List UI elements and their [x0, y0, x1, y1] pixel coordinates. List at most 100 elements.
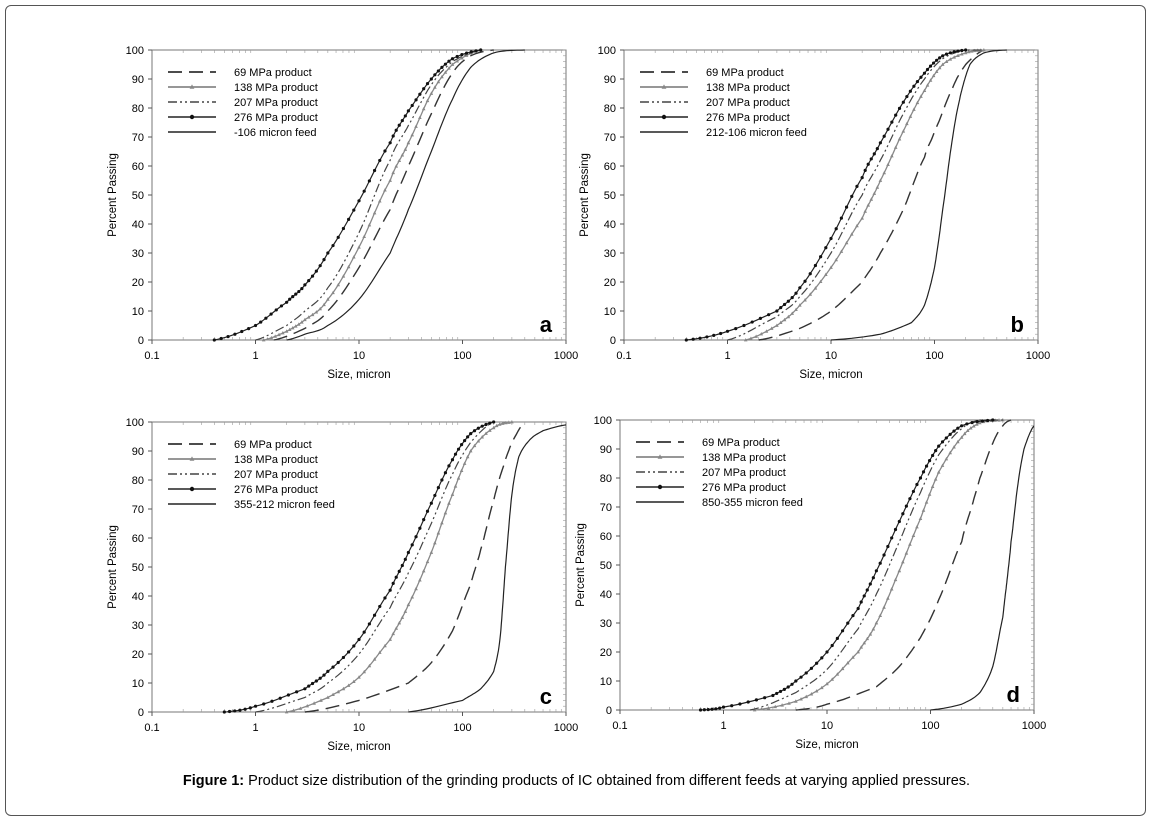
series-marker: [391, 134, 395, 138]
series-marker: [295, 690, 299, 694]
series-marker: [492, 420, 496, 424]
series-marker: [930, 484, 935, 488]
series-marker: [400, 118, 404, 123]
series-marker: [219, 336, 223, 341]
series-marker: [465, 454, 470, 459]
series-marker: [935, 58, 939, 62]
series-marker: [259, 320, 263, 324]
series-marker: [418, 115, 422, 120]
x-tick-label: 1000: [1026, 350, 1050, 362]
series-marker: [705, 335, 709, 339]
series-group: [930, 425, 1034, 711]
series-marker: [799, 675, 803, 679]
series-marker: [414, 98, 418, 102]
series-marker: [956, 426, 960, 430]
series-marker: [433, 73, 437, 77]
series-marker: [798, 286, 802, 290]
series-marker: [730, 704, 734, 708]
y-tick-label: 70: [600, 502, 612, 514]
series-marker: [294, 292, 298, 296]
legend-marker: [661, 114, 667, 120]
series-marker: [911, 489, 916, 494]
series-line: [930, 425, 1034, 711]
x-tick-label: 100: [925, 350, 943, 362]
series-marker: [403, 147, 408, 151]
series-marker: [293, 324, 298, 328]
caption-text: Product size distribution of the grindin…: [244, 773, 971, 789]
series-marker: [265, 337, 270, 341]
series-marker: [813, 286, 818, 290]
series-marker: [808, 292, 813, 296]
series-marker: [472, 429, 477, 433]
series-marker: [952, 55, 956, 59]
series-marker: [834, 257, 838, 262]
series-marker: [429, 501, 433, 505]
series-marker: [476, 439, 481, 443]
legend-label: 355-212 micron feed: [234, 499, 335, 511]
series-marker: [934, 69, 939, 73]
series-marker: [319, 698, 323, 702]
series-marker: [297, 322, 301, 326]
x-tick-label: 10: [353, 350, 365, 362]
series-marker: [825, 650, 829, 654]
series-marker: [775, 691, 779, 696]
series-group: [698, 418, 995, 712]
series-marker: [400, 153, 405, 157]
y-tick-label: 50: [604, 190, 616, 202]
y-tick-label: 80: [132, 103, 144, 115]
series-marker: [969, 49, 974, 53]
x-tick-label: 0.1: [144, 350, 159, 362]
series-marker: [991, 418, 995, 422]
y-tick-label: 100: [126, 417, 144, 429]
series-line: [795, 419, 1012, 711]
series-marker: [894, 113, 898, 117]
series-marker: [307, 279, 311, 283]
series-marker: [318, 264, 322, 268]
x-axis-label: Size, micron: [799, 369, 862, 381]
series-marker: [889, 587, 894, 591]
series-marker: [460, 53, 464, 57]
series-marker: [890, 120, 894, 124]
series-marker: [383, 596, 387, 600]
series-marker: [874, 621, 879, 625]
x-tick-label: 100: [453, 722, 471, 734]
series-marker: [779, 306, 783, 310]
caption-label: Figure 1:: [182, 773, 245, 789]
y-tick-label: 20: [132, 277, 144, 289]
series-group: [758, 49, 985, 341]
series-marker: [890, 154, 894, 158]
series-marker: [422, 518, 426, 522]
y-tick-label: 80: [604, 103, 616, 115]
series-marker: [829, 265, 833, 269]
series-marker: [865, 588, 869, 592]
y-axis-label: Percent Passing: [579, 153, 591, 237]
series-line: [830, 49, 1007, 341]
series-marker: [362, 189, 366, 193]
series-marker: [782, 302, 787, 307]
legend-marker: [661, 84, 667, 89]
series-marker: [924, 464, 929, 468]
series-marker: [456, 447, 461, 451]
series-marker: [357, 245, 361, 249]
y-tick-label: 100: [598, 45, 616, 57]
series-group: [273, 49, 494, 341]
series-marker: [362, 234, 366, 238]
series-marker: [357, 199, 361, 203]
series-marker: [391, 631, 395, 636]
series-marker: [312, 701, 316, 705]
series-marker: [856, 650, 860, 654]
series-marker: [367, 663, 372, 668]
y-tick-label: 40: [132, 219, 144, 231]
series-marker: [868, 582, 872, 586]
series-marker: [322, 673, 326, 677]
series-marker: [824, 246, 828, 250]
series-marker: [803, 298, 807, 302]
series-marker: [484, 431, 488, 435]
series-marker: [874, 569, 878, 573]
series-marker: [425, 98, 430, 103]
series-marker: [414, 586, 418, 591]
series-marker: [922, 88, 927, 92]
series-marker: [300, 320, 304, 324]
series-marker: [281, 331, 285, 335]
chart-panel-d: 0 10 20 30 40 50 60 70 80 90 100 0.1 1 10 100 1000 Size,…: [575, 415, 1046, 751]
